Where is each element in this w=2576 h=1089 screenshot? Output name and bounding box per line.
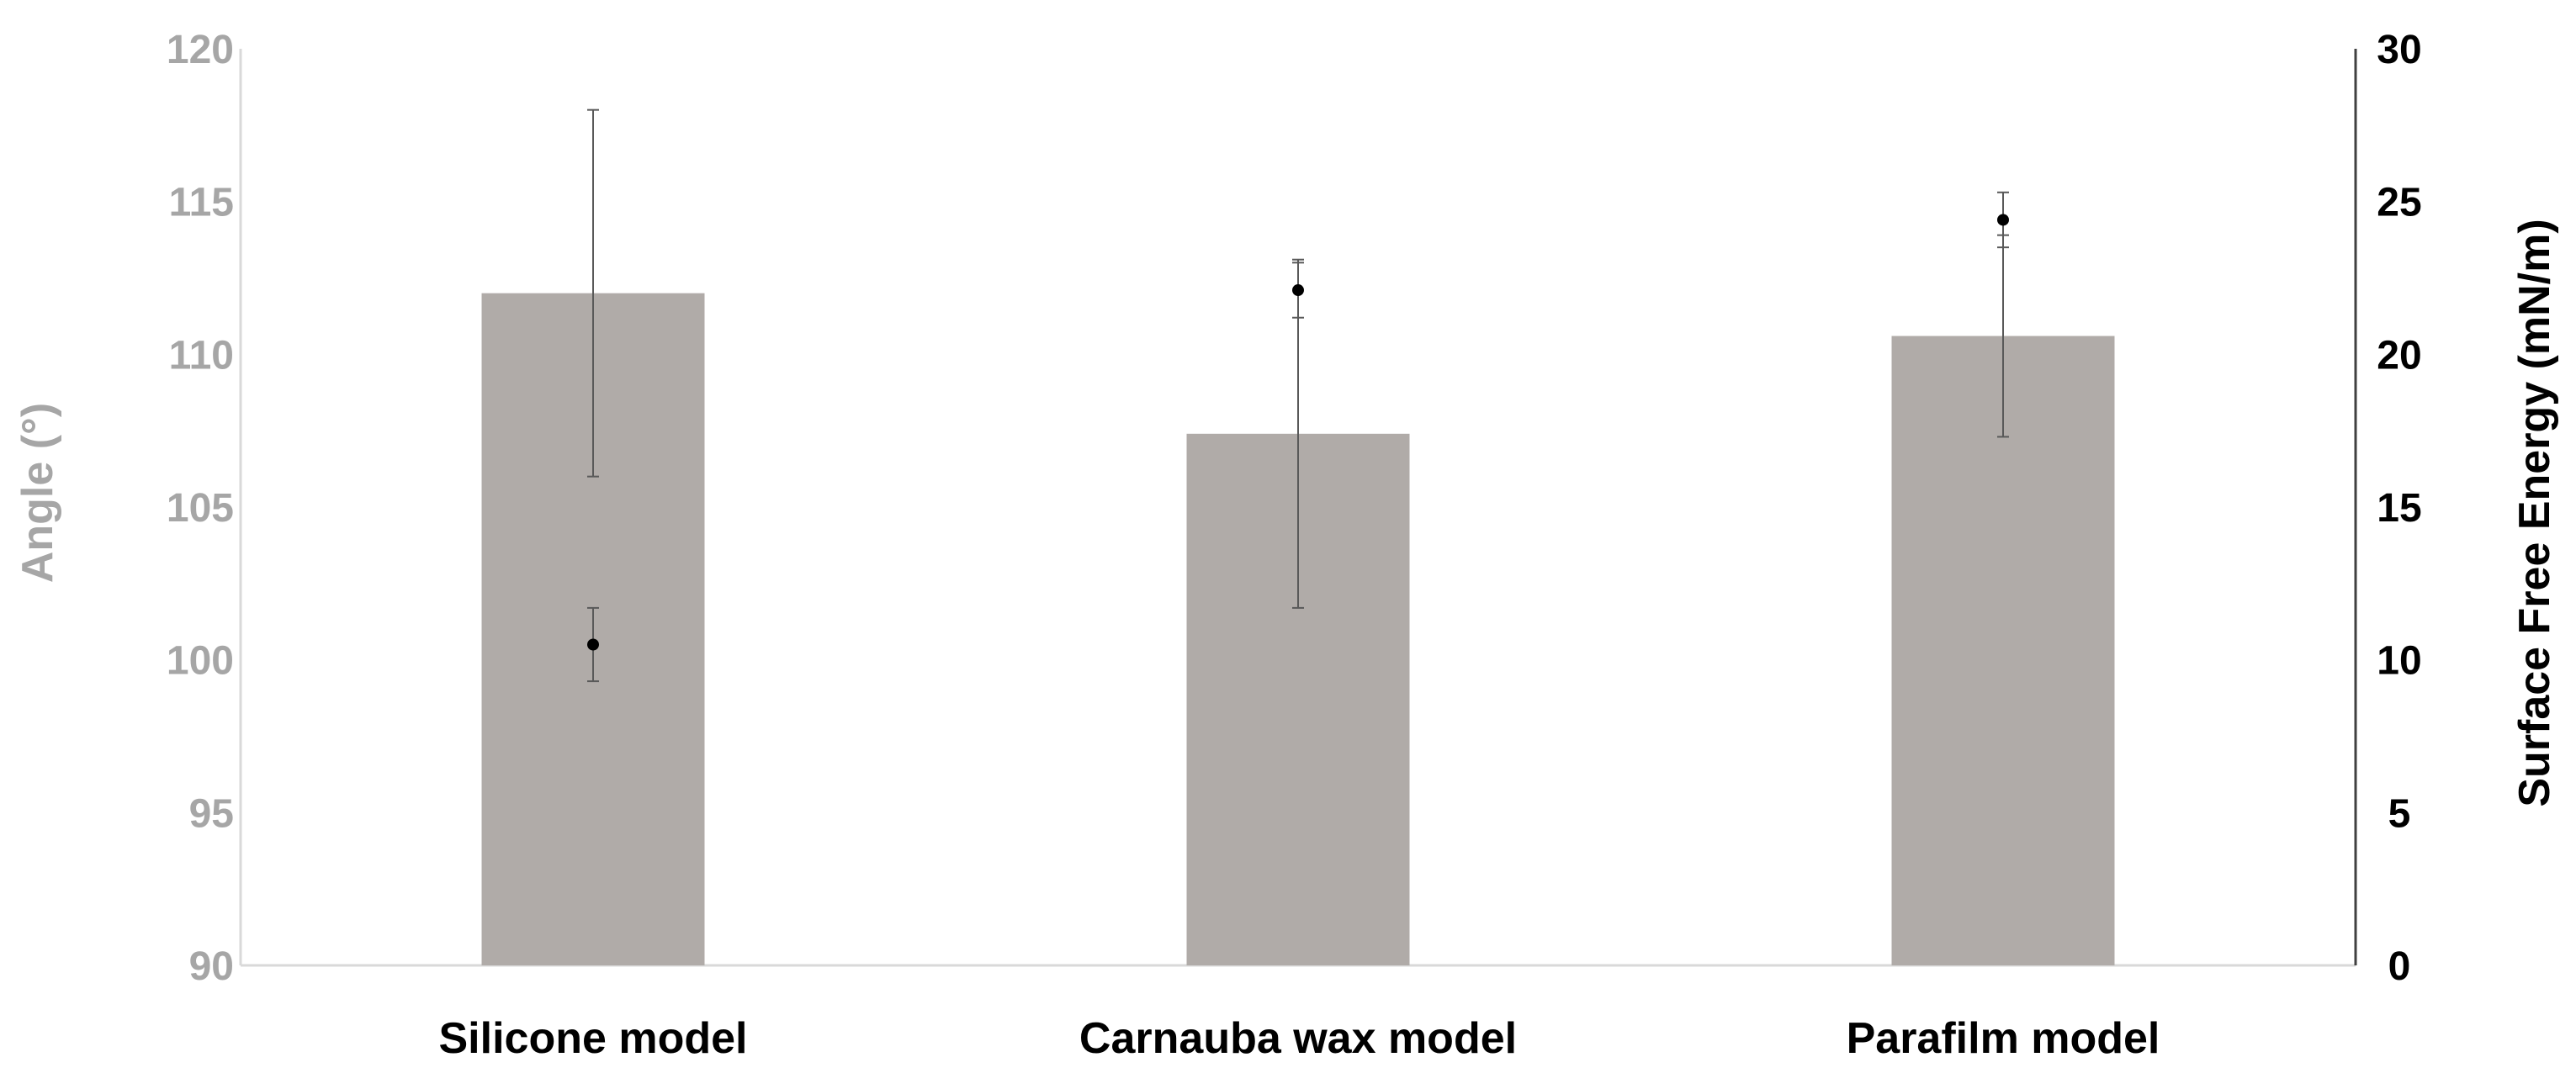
y2-tick-label: 20 [2377, 333, 2421, 378]
y2-tick-label: 15 [2377, 486, 2421, 531]
bar [1891, 336, 2115, 965]
y-tick-label: 100 [167, 639, 234, 684]
y-axis-title: Angle (°) [13, 403, 62, 583]
y2-axis-title: Surface Free Energy (mN/m) [2510, 219, 2559, 806]
data-point [1997, 214, 2009, 226]
points [587, 214, 2009, 651]
right-tick-labels: 0 5 10 15 20 25 30 [2377, 28, 2421, 989]
y-tick-label: 120 [167, 28, 234, 72]
data-point [1292, 284, 1304, 297]
bar-error-bar [587, 108, 599, 478]
y-tick-label: 95 [189, 791, 234, 836]
y2-tick-label: 30 [2377, 28, 2421, 72]
x-tick-label: Silicone model [439, 1014, 748, 1063]
y2-tick-label: 10 [2377, 639, 2421, 684]
y-tick-label: 110 [169, 333, 234, 378]
y-tick-label: 90 [189, 944, 234, 989]
y2-tick-label: 5 [2388, 791, 2411, 836]
y-tick-label: 115 [169, 181, 234, 225]
y2-tick-label: 25 [2377, 181, 2421, 225]
left-tick-labels: 90 95 100 105 110 115 120 [167, 28, 234, 989]
bar-error-bars [587, 108, 2009, 609]
data-point [587, 638, 599, 651]
category-labels: Silicone model Carnauba wax model Parafilm… [439, 1014, 2160, 1063]
y-tick-label: 105 [167, 486, 234, 531]
y2-tick-label: 0 [2388, 944, 2411, 989]
x-tick-label: Carnauba wax model [1079, 1014, 1517, 1063]
x-tick-label: Parafilm model [1847, 1014, 2160, 1063]
